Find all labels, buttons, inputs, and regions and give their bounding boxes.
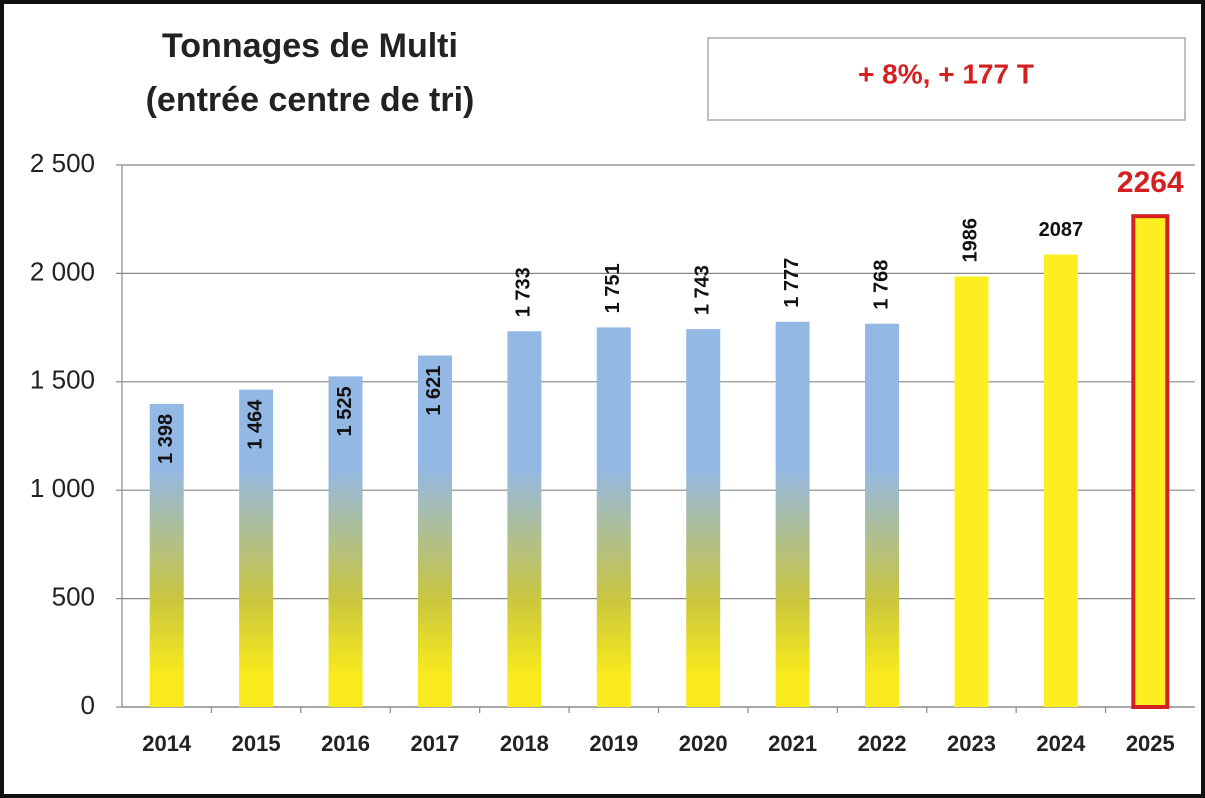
x-tick-label: 2017 (410, 731, 459, 756)
bar (149, 403, 184, 707)
x-tick-label: 2016 (321, 731, 370, 756)
bar (865, 323, 900, 707)
value-label: 1 777 (781, 258, 803, 308)
bar (328, 376, 363, 707)
x-tick-label: 2014 (142, 731, 192, 756)
chart-title: Tonnages de Multi (162, 27, 458, 65)
value-label: 1 751 (602, 263, 624, 313)
value-label: 1 621 (423, 366, 445, 416)
x-tick-label: 2022 (858, 731, 907, 756)
y-tick-label: 2 000 (30, 256, 95, 286)
x-tick-label: 2021 (768, 731, 817, 756)
bar (1131, 214, 1170, 709)
bar (954, 276, 989, 707)
x-tick-label: 2018 (500, 731, 549, 756)
x-tick-label: 2023 (947, 731, 996, 756)
bar (596, 327, 631, 707)
x-tick-label: 2019 (589, 731, 638, 756)
y-tick-label: 1 000 (30, 473, 95, 503)
y-tick-label: 1 500 (30, 365, 95, 395)
bar (775, 321, 810, 707)
y-tick-label: 0 (81, 690, 95, 720)
annotation-box (707, 37, 1186, 121)
chart-subtitle: (entrée centre de tri) (146, 81, 475, 119)
x-tick-label: 2024 (1036, 731, 1086, 756)
bar (686, 329, 721, 707)
bar (507, 331, 542, 707)
y-tick-label: 2 500 (30, 148, 95, 178)
value-label: 2087 (1039, 219, 1084, 241)
value-label: 1 398 (155, 414, 177, 464)
x-tick-label: 2020 (679, 731, 728, 756)
value-label: 1 743 (691, 265, 713, 315)
annotation: + 8%, + 177 T (858, 58, 1034, 89)
value-label: 2264 (1117, 166, 1184, 199)
value-label: 1 733 (513, 267, 535, 317)
value-label: 1 464 (244, 399, 266, 450)
value-label: 1 525 (334, 386, 356, 436)
x-tick-label: 2025 (1126, 731, 1175, 756)
value-label: 1 768 (870, 260, 892, 310)
bar (1043, 254, 1078, 708)
bar (239, 389, 274, 707)
value-label: 1986 (960, 218, 982, 263)
bar (417, 355, 452, 707)
x-tick-label: 2015 (232, 731, 281, 756)
y-tick-label: 500 (52, 581, 95, 611)
